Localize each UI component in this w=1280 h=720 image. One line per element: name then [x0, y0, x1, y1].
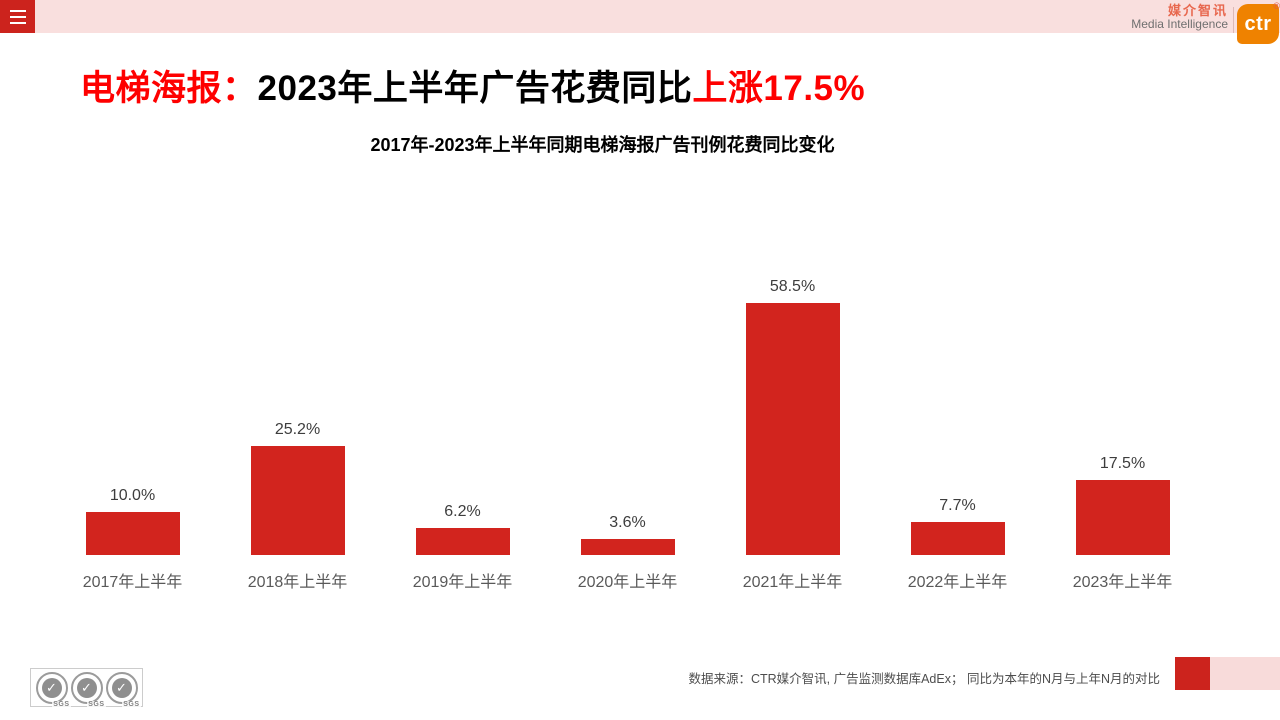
ctr-logo: ctr ®: [1237, 1, 1280, 44]
brand-wordmark: 媒介智讯 Media Intelligence: [1131, 3, 1228, 32]
bar: [745, 303, 840, 555]
bar-chart: 10.0% 2017年上半年 25.2% 2018年上半年 6.2% 2019年上半年 3.…: [50, 255, 1205, 591]
bar: [415, 528, 510, 555]
sgs-seal-icon: ✓ SGS: [35, 671, 71, 708]
ctr-logo-text: ctr: [1244, 12, 1272, 35]
bar-column: 25.2% 2018年上半年: [215, 255, 380, 591]
hamburger-icon: [9, 9, 26, 12]
bar-column: 10.0% 2017年上半年: [50, 255, 215, 591]
sgs-label: SGS: [87, 700, 106, 708]
hamburger-menu-button[interactable]: [0, 0, 35, 33]
footer-red-accent-block: [1175, 657, 1210, 690]
page-title: 电梯海报：2023年上半年广告花费同比上涨17.5%: [80, 60, 865, 111]
title-highlight-value: 上涨17.5%: [692, 69, 866, 108]
sgs-label: SGS: [122, 700, 141, 708]
check-icon: ✓: [76, 677, 97, 698]
bar-value-label: 25.2%: [274, 421, 321, 438]
x-axis-label: 2017年上半年: [82, 574, 183, 591]
bar: [250, 446, 345, 555]
x-axis-label: 2023年上半年: [1072, 574, 1173, 591]
bar-column: 7.7% 2022年上半年: [875, 255, 1040, 591]
bar-value-label: 17.5%: [1099, 455, 1146, 472]
title-description: 2023年上半年广告花费同比: [257, 69, 693, 108]
bar-value-label: 3.6%: [609, 514, 646, 531]
x-axis-label: 2021年上半年: [742, 574, 843, 591]
bar: [910, 522, 1005, 555]
brand-name-en: Media Intelligence: [1131, 17, 1228, 32]
check-icon: ✓: [41, 677, 62, 698]
bar-column: 17.5% 2023年上半年: [1040, 255, 1205, 591]
bar-value-label: 7.7%: [939, 497, 976, 514]
sgs-label: SGS: [52, 700, 71, 708]
bar-value-label: 6.2%: [444, 503, 481, 520]
top-bar: 媒介智讯 Media Intelligence ctr ®: [0, 0, 1280, 44]
bar-column: 6.2% 2019年上半年: [380, 255, 545, 591]
bar: [1075, 480, 1170, 555]
chart-title: 2017年-2023年上半年同期电梯海报广告刊例花费同比变化: [370, 135, 835, 155]
sgs-certification-logos: ✓ SGS ✓ SGS ✓ SGS: [30, 668, 143, 708]
x-axis-label: 2020年上半年: [577, 574, 678, 591]
data-source-note: 数据来源：CTR媒介智讯, 广告监测数据库AdEx； 同比为本年的N月与上年N月…: [688, 672, 1160, 686]
x-axis-label: 2018年上半年: [247, 574, 348, 591]
sgs-seal-icon: ✓ SGS: [105, 671, 141, 708]
bar-column: 58.5% 2021年上半年: [710, 255, 875, 591]
check-icon: ✓: [111, 677, 132, 698]
title-media-name: 电梯海报：: [80, 69, 258, 108]
brand-name-cn: 媒介智讯: [1167, 3, 1228, 18]
bar-column: 3.6% 2020年上半年: [545, 255, 710, 591]
footer-pink-accent-block: [1210, 657, 1280, 690]
bar-value-label: 10.0%: [109, 487, 156, 504]
x-axis-label: 2022年上半年: [907, 574, 1008, 591]
bar: [85, 512, 180, 555]
registered-trademark-icon: ®: [1273, 1, 1280, 11]
sgs-seal-icon: ✓ SGS: [70, 671, 106, 708]
bar: [580, 539, 675, 555]
x-axis-label: 2019年上半年: [412, 574, 513, 591]
brand-divider: [1233, 7, 1234, 33]
bar-value-label: 58.5%: [769, 278, 816, 295]
